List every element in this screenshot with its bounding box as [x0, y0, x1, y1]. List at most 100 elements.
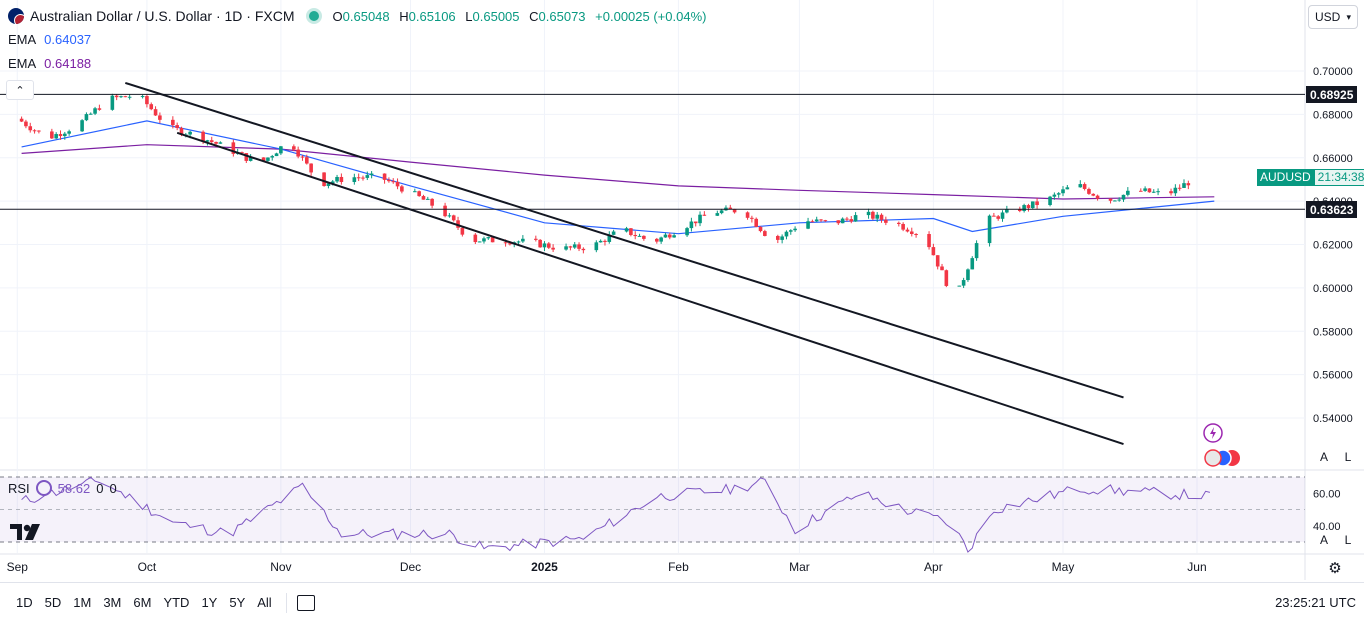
utc-clock[interactable]: 23:25:21 UTC [1275, 595, 1356, 610]
candle-body [1078, 184, 1083, 188]
candle-body [188, 131, 192, 135]
candle-body [957, 285, 962, 287]
candle-body [1126, 190, 1130, 195]
candle-body [521, 238, 525, 242]
ema-slow-legend[interactable]: EMA 0.64188 [8, 56, 91, 71]
market-open-icon [308, 11, 319, 21]
candle-body [698, 214, 702, 224]
candle-body [447, 215, 452, 217]
tradingview-logo[interactable] [10, 522, 44, 542]
candle-body [482, 238, 486, 242]
ohlc-low: 0.65005 [472, 8, 520, 24]
candle-body [996, 216, 1000, 219]
time-tick-label: Mar [789, 560, 810, 574]
timeframe-6m[interactable]: 6M [133, 595, 152, 610]
candle-body [940, 266, 944, 271]
candle-body [1169, 191, 1173, 194]
candle-body [326, 183, 331, 187]
ema-slow-line [21, 144, 1215, 200]
candle-body [309, 163, 313, 173]
candle-body [689, 221, 694, 229]
candle-body [866, 211, 871, 216]
candle-body [905, 229, 910, 232]
candle-body [1022, 205, 1026, 212]
settings-gear-icon[interactable]: ⚙ [1328, 560, 1342, 577]
candle-body [292, 146, 296, 150]
currency-label: USD [1315, 10, 1341, 24]
candle-body [382, 173, 387, 180]
candle-body [966, 269, 970, 281]
candle-body [1138, 190, 1143, 192]
ohlc-close-key: C [529, 8, 539, 24]
candle-body [780, 236, 784, 240]
rsi-auto-scale-button[interactable]: A [1319, 533, 1328, 547]
timeframe-1y[interactable]: 1Y [201, 595, 218, 610]
date-range-calendar-icon[interactable] [296, 594, 315, 611]
candle-body [451, 215, 456, 221]
candle-body [1091, 193, 1096, 196]
candle-body [201, 131, 205, 142]
candle-body [335, 176, 339, 182]
rsi-log-scale-button[interactable]: L [1344, 533, 1352, 547]
chart-events[interactable] [1201, 422, 1243, 470]
candle-body [914, 234, 918, 236]
time-tick-label: Nov [270, 560, 291, 574]
log-scale-button[interactable]: L [1344, 450, 1352, 464]
collapse-legend-button[interactable]: ⌃ [6, 80, 34, 100]
candle-body [1151, 191, 1156, 193]
candle-body [637, 235, 642, 237]
candle-body [581, 248, 586, 251]
candle-body [88, 113, 93, 115]
candle-body [1018, 209, 1022, 212]
candle-body [1121, 194, 1126, 200]
auto-scale-button[interactable]: A [1319, 450, 1328, 464]
candle-body [244, 153, 249, 161]
candle-body [158, 115, 162, 120]
candle-body [339, 176, 344, 183]
time-axis[interactable]: Sep Oct Nov Dec 2025 Feb Mar Apr May Jun [7, 560, 1207, 574]
candle-body [274, 153, 279, 157]
candle-body [538, 239, 542, 248]
time-tick-label: Oct [138, 560, 157, 574]
candle-body [685, 228, 689, 236]
rsi-legend[interactable]: RSI 58.62 0 0 [8, 480, 117, 496]
timeframe-5y[interactable]: 5Y [229, 595, 246, 610]
candle-body [248, 157, 253, 161]
currency-selector[interactable]: USD ▾ [1308, 5, 1358, 29]
timeframe-1d[interactable]: 1D [16, 595, 33, 610]
candle-body [1182, 183, 1186, 188]
ohlc-high-key: H [399, 8, 409, 24]
candle-body [927, 234, 931, 248]
rsi-value: 58.62 [57, 480, 91, 496]
candle-body [551, 247, 555, 250]
timeframe-ytd[interactable]: YTD [163, 595, 190, 610]
candle-body [629, 228, 633, 235]
candle-body [149, 104, 154, 110]
price-axis[interactable]: 0.700000.680000.660000.640000.620000.600… [1313, 66, 1353, 533]
candle-body [456, 220, 460, 228]
candle-body [814, 219, 819, 222]
candle-body [261, 157, 266, 161]
rsi-source-icon[interactable] [35, 480, 52, 496]
us-event-icon[interactable] [1204, 449, 1222, 467]
candle-body [840, 218, 845, 224]
candle-body [369, 173, 374, 176]
timeframe-5d[interactable]: 5D [44, 595, 62, 610]
candle-body [356, 177, 361, 179]
timeframe-3m[interactable]: 3M [103, 595, 122, 610]
timeframe-all[interactable]: All [257, 595, 272, 610]
candle-body [417, 191, 421, 197]
candle-body [879, 214, 884, 220]
ohlc-change: +0.00025 (+0.04%) [595, 8, 707, 24]
ema-fast-legend[interactable]: EMA 0.64037 [8, 32, 91, 47]
candle-body [1173, 187, 1178, 194]
candle-body [728, 207, 733, 210]
price-tick-label: 0.62000 [1313, 240, 1353, 252]
symbol-title[interactable]: Australian Dollar / U.S. Dollar · 1D · F… [30, 8, 295, 24]
price-tick-label: 0.68000 [1313, 109, 1353, 121]
candle-body [659, 237, 663, 242]
candle-body [1026, 205, 1031, 208]
timeframe-1m[interactable]: 1M [73, 595, 92, 610]
candle-body [516, 241, 521, 243]
